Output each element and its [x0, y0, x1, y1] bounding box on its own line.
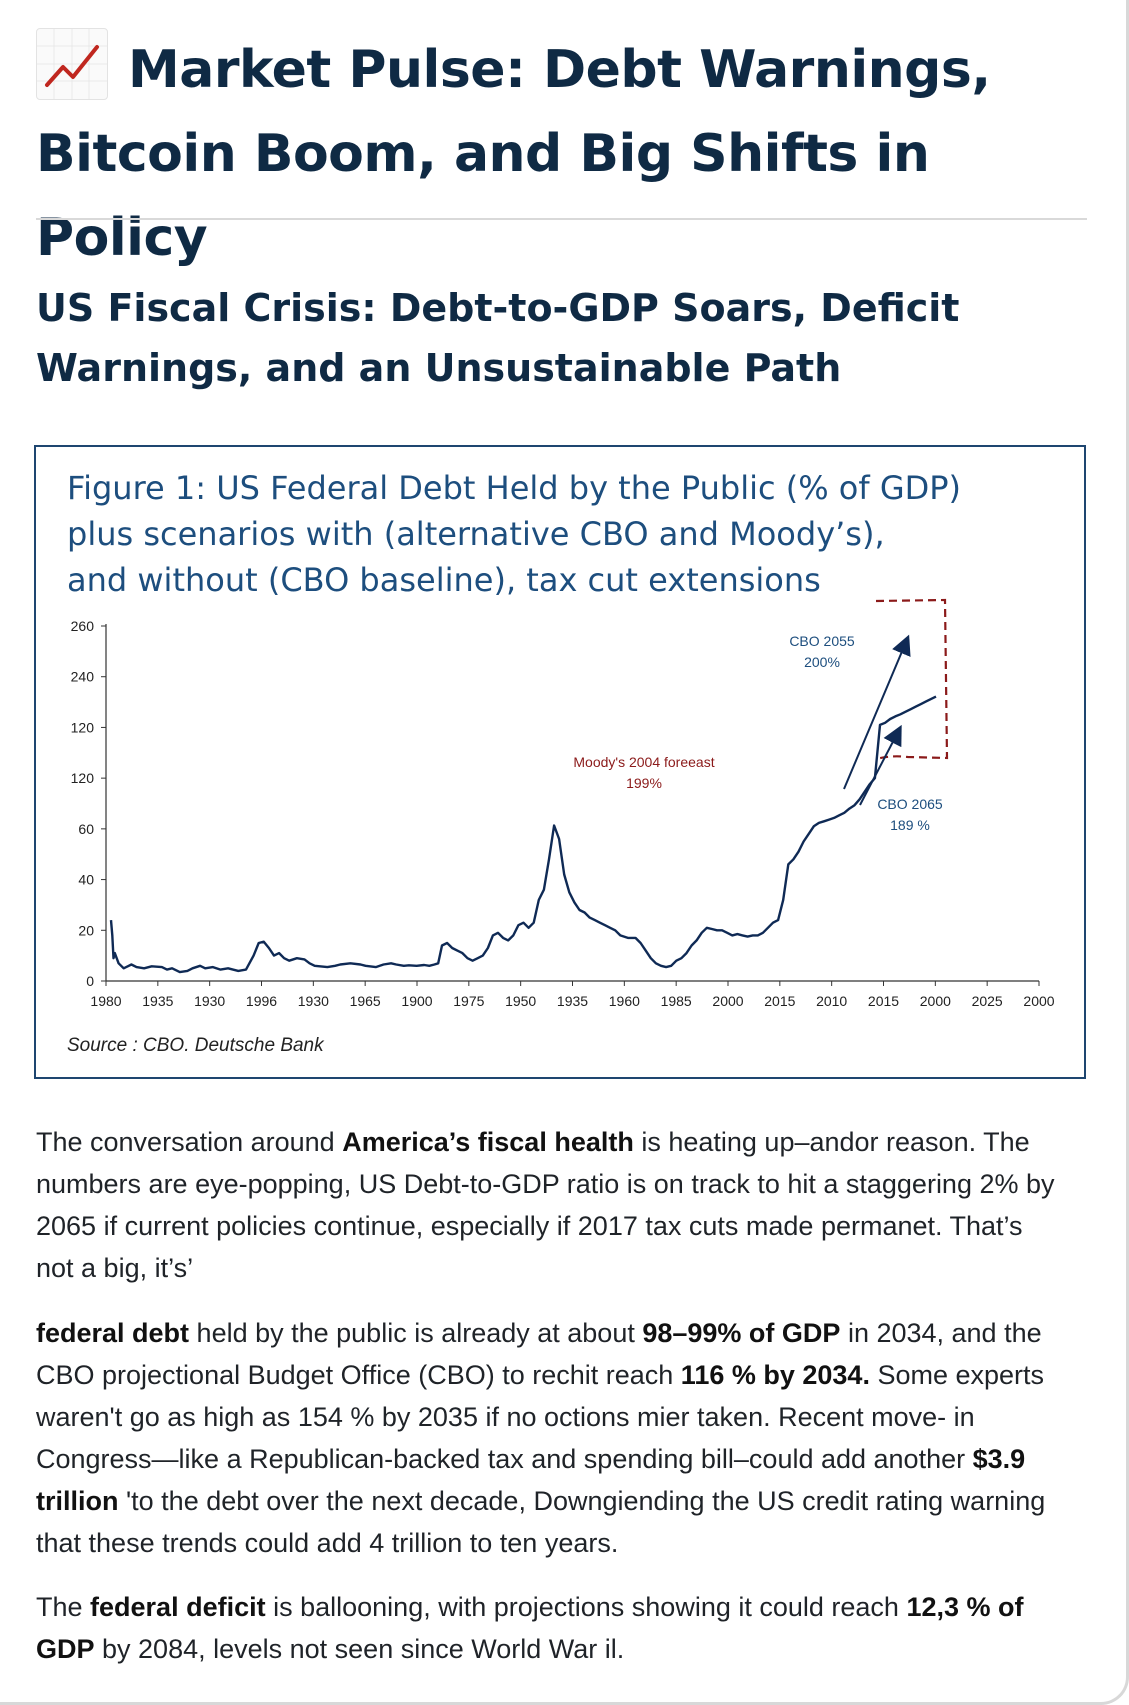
- p3-bold-deficit-share: 12,3 % of GDP: [36, 1592, 1024, 1664]
- figure-title: Figure 1: US Federal Debt Held by the Pu…: [67, 465, 1057, 603]
- cbo-2055-arrow: [843, 634, 911, 790]
- x-tick-label: 2015: [764, 993, 795, 1009]
- y-tick-label: 40: [78, 872, 94, 888]
- x-tick-label: 2010: [816, 993, 847, 1009]
- y-tick-label: 20: [78, 922, 94, 938]
- y-tick-label: 120: [71, 719, 95, 735]
- x-tick-label: 1930: [298, 993, 329, 1009]
- y-tick-label: 60: [78, 821, 94, 837]
- figure-title-line-1: Figure 1: US Federal Debt Held by the Pu…: [67, 469, 962, 507]
- annotation-moodys-value: 199%: [626, 775, 662, 791]
- annotation-cbo-2065-label: CBO 2065: [877, 796, 943, 812]
- annotation-moodys-label: Moody's 2004 foreeast: [573, 754, 714, 770]
- figure-source: Source : CBO. Deutsche Bank: [67, 1035, 324, 1056]
- figure-box: Figure 1: US Federal Debt Held by the Pu…: [34, 445, 1086, 1079]
- figure-title-line-3: and without (CBO baseline), tax cut exte…: [67, 561, 821, 599]
- x-tick-label: 1930: [194, 993, 225, 1009]
- p2-text-f: Some experts waren't go as high as 154 %…: [36, 1360, 1045, 1474]
- x-tick-label: 2015: [868, 993, 899, 1009]
- p1-text-c: is heating up–andor reason. The numbers …: [36, 1127, 1055, 1283]
- y-tick-label: 0: [86, 973, 94, 989]
- x-tick-label: 1900: [401, 993, 432, 1009]
- debt-series-line: [109, 695, 937, 974]
- x-tick-label: 2025: [972, 993, 1003, 1009]
- x-tick-label: 1965: [350, 993, 381, 1009]
- y-tick-label: 120: [71, 770, 95, 786]
- y-tick-label: 260: [71, 618, 95, 634]
- debt-chart: 0 20 40 60 120 120 240 260 1980 1935 1930 1996 1930 1…: [71, 598, 1055, 1009]
- p2-bold-federal-debt: federal debt: [36, 1318, 190, 1348]
- x-tick-label: 2000: [1023, 993, 1054, 1009]
- annotation-cbo-2055-label: CBO 2055: [789, 633, 855, 649]
- page-title: Market Pulse: Debt Warnings, Bitcoin Boo…: [36, 28, 1096, 280]
- annotation-cbo-2065-value: 189 %: [890, 817, 930, 833]
- p2-text-d: in 2034, and the CBO projectional Budget…: [36, 1318, 1042, 1390]
- paragraph-1: The conversation around America’s fiscal…: [36, 1121, 1066, 1289]
- page-title-text: Market Pulse: Debt Warnings, Bitcoin Boo…: [36, 40, 991, 268]
- p2-text-h: 'to the debt over the next decade, Downg…: [36, 1486, 1046, 1558]
- p3-text-c: is ballooning, with projections showing …: [265, 1592, 907, 1622]
- p2-bold-trillion: $3.9 trillion: [36, 1444, 1026, 1516]
- x-tick-label: 1975: [453, 993, 484, 1009]
- x-tick-label: 1935: [557, 993, 588, 1009]
- p2-bold-gdp-share: 98–99% of GDP: [642, 1318, 841, 1348]
- x-tick-label: 1960: [609, 993, 640, 1009]
- x-tick-label: 2000: [920, 993, 951, 1009]
- p3-bold-federal-deficit: federal deficit: [90, 1592, 266, 1622]
- paragraph-2: federal debt held by the public is alrea…: [36, 1312, 1066, 1564]
- chart-trend-icon: [36, 28, 108, 100]
- cbo-2065-arrow: [859, 724, 902, 806]
- annotation-cbo-2055-value: 200%: [804, 654, 840, 670]
- p3-text-a: The: [36, 1592, 91, 1622]
- x-tick-label: 1985: [661, 993, 692, 1009]
- x-tick-label: 2000: [712, 993, 743, 1009]
- p2-text-b: held by the public is already at about: [189, 1318, 643, 1348]
- p2-bold-projection: 116 % by 2034.: [680, 1360, 870, 1390]
- x-tick-label: 1935: [142, 993, 173, 1009]
- x-tick-label: 1980: [90, 993, 121, 1009]
- p1-bold-fiscal-health: America’s fiscal health: [342, 1127, 634, 1157]
- x-tick-label: 1996: [246, 993, 277, 1009]
- x-tick-label: 1950: [505, 993, 536, 1009]
- title-divider: [36, 218, 1087, 220]
- paragraph-3: The federal deficit is ballooning, with …: [36, 1586, 1066, 1670]
- y-tick-label: 240: [71, 669, 95, 685]
- scenario-dashed-box: [875, 598, 949, 761]
- p3-text-e: by 2084, levels not seen since World War…: [94, 1634, 625, 1664]
- section-heading: US Fiscal Crisis: Debt-to-GDP Soars, Def…: [36, 286, 960, 390]
- p1-text-a: The conversation around: [36, 1127, 343, 1157]
- figure-title-line-2: plus scenarios with (alternative CBO and…: [67, 515, 885, 553]
